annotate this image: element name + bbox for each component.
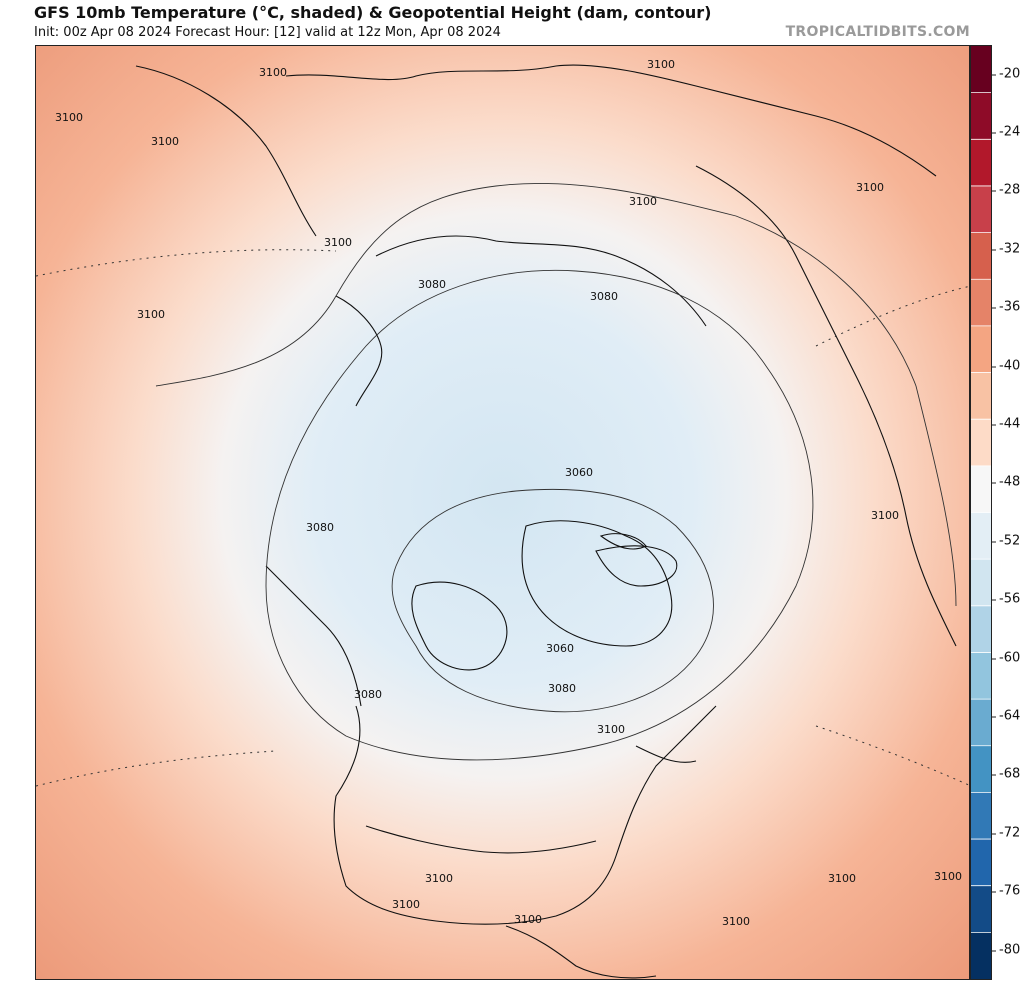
iceland-outline bbox=[595, 545, 678, 587]
colorbar-swatch bbox=[971, 652, 991, 700]
contour-label: 3100 bbox=[55, 111, 83, 124]
temperature-shading bbox=[36, 46, 969, 979]
contour-label: 3100 bbox=[629, 195, 657, 208]
contour-label: 3080 bbox=[590, 290, 618, 303]
contour-label: 3100 bbox=[425, 872, 453, 885]
contour-label: 3100 bbox=[597, 723, 625, 736]
colorbar-swatch bbox=[971, 325, 991, 374]
contour-3060-ring bbox=[391, 488, 714, 713]
contour-3100-outer bbox=[155, 182, 957, 607]
colorbar-swatch bbox=[971, 512, 991, 560]
contour-label: 3100 bbox=[324, 236, 352, 249]
colorbar-tick: -56 bbox=[992, 592, 1024, 607]
colorbar-swatch bbox=[971, 699, 991, 747]
contour-label: 3100 bbox=[137, 308, 165, 321]
greenland-outline bbox=[521, 520, 673, 647]
siberia-coast bbox=[375, 235, 707, 327]
contour-3080-ring bbox=[265, 269, 814, 761]
colorbar-swatch bbox=[971, 839, 991, 887]
graticule-line-upper-right bbox=[815, 285, 969, 347]
eurasia-north-coast bbox=[285, 64, 937, 177]
colorbar-tick: -40 bbox=[992, 359, 1024, 374]
colorbar-tick: -48 bbox=[992, 475, 1024, 490]
source-credit: TROPICALTIDBITS.COM bbox=[785, 24, 970, 40]
colorbar-swatch bbox=[971, 745, 991, 793]
contour-label: 3060 bbox=[546, 642, 574, 655]
colorbar-swatch bbox=[971, 372, 991, 420]
polar-temperature-map: 3100 3100 3100 3100 3100 3100 3100 3100 … bbox=[35, 45, 970, 980]
colorbar-swatch bbox=[971, 46, 991, 94]
contour-label: 3100 bbox=[151, 135, 179, 148]
colorbar-swatch bbox=[971, 92, 991, 140]
colorbar-tick: -72 bbox=[992, 826, 1024, 841]
contour-label: 3060 bbox=[565, 466, 593, 479]
chart-title: GFS 10mb Temperature (°C, shaded) & Geop… bbox=[34, 3, 712, 22]
map-canvas: 3100 3100 3100 3100 3100 3100 3100 3100 … bbox=[36, 46, 969, 979]
colorbar-tick: -28 bbox=[992, 183, 1024, 198]
colorbar-swatch bbox=[971, 232, 991, 280]
contour-label: 3100 bbox=[259, 66, 287, 79]
contour-label: 3100 bbox=[647, 58, 675, 71]
arctic-archipelago bbox=[411, 581, 508, 671]
alaska-coast bbox=[265, 565, 362, 707]
colorbar-tick: -68 bbox=[992, 767, 1024, 782]
temperature-colorbar bbox=[970, 45, 992, 980]
colorbar-swatch bbox=[971, 559, 991, 607]
contour-label: 3100 bbox=[934, 870, 962, 883]
colorbar-tick: -36 bbox=[992, 300, 1024, 315]
colorbar-swatch bbox=[971, 279, 991, 327]
colorbar-tick: -24 bbox=[992, 125, 1024, 140]
latitude-graticule bbox=[36, 249, 969, 787]
graticule-line-lower-right bbox=[815, 725, 969, 786]
contour-label: 3080 bbox=[354, 688, 382, 701]
us-border bbox=[365, 825, 597, 854]
asia-east-coast bbox=[695, 165, 957, 647]
run-info-subtitle: Init: 00z Apr 08 2024 Forecast Hour: [12… bbox=[34, 25, 501, 40]
colorbar-swatch bbox=[971, 419, 991, 467]
colorbar-swatch bbox=[971, 605, 991, 653]
colorbar-swatch bbox=[971, 932, 991, 980]
colorbar-swatch bbox=[971, 185, 991, 234]
colorbar-tick-labels: -20 -24 -28 -32 -36 -40 -44 -48 -52 -56 … bbox=[992, 45, 1024, 980]
central-america-coast bbox=[505, 925, 657, 979]
colorbar-swatch bbox=[971, 792, 991, 840]
colorbar-tick: -44 bbox=[992, 417, 1024, 432]
contour-label: 3100 bbox=[856, 181, 884, 194]
colorbar-tick: -64 bbox=[992, 709, 1024, 724]
contour-label: 3100 bbox=[722, 915, 750, 928]
coastlines bbox=[135, 64, 957, 979]
colorbar-swatch bbox=[971, 885, 991, 933]
height-contours bbox=[155, 182, 957, 761]
contour-label: 3080 bbox=[418, 278, 446, 291]
contour-label: 3100 bbox=[871, 509, 899, 522]
colorbar-tick: -76 bbox=[992, 884, 1024, 899]
colorbar-swatches bbox=[971, 46, 991, 980]
contour-label: 3080 bbox=[548, 682, 576, 695]
colorbar-tick: -32 bbox=[992, 242, 1024, 257]
contour-label: 3100 bbox=[828, 872, 856, 885]
europe-coast bbox=[135, 65, 317, 237]
colorbar-tick: -80 bbox=[992, 943, 1024, 958]
contour-label: 3100 bbox=[514, 913, 542, 926]
contour-label: 3100 bbox=[392, 898, 420, 911]
contour-labels: 3100 3100 3100 3100 3100 3100 3100 3100 … bbox=[55, 58, 962, 928]
north-america-outline bbox=[333, 705, 717, 925]
newfoundland-coast bbox=[635, 745, 697, 763]
contour-label: 3080 bbox=[306, 521, 334, 534]
colorbar-tick: -60 bbox=[992, 651, 1024, 666]
colorbar-tick: -52 bbox=[992, 534, 1024, 549]
scandinavia-coast bbox=[335, 295, 383, 407]
colorbar-swatch bbox=[971, 465, 991, 513]
colorbar-tick: -20 bbox=[992, 67, 1024, 82]
colorbar-swatch bbox=[971, 139, 991, 187]
